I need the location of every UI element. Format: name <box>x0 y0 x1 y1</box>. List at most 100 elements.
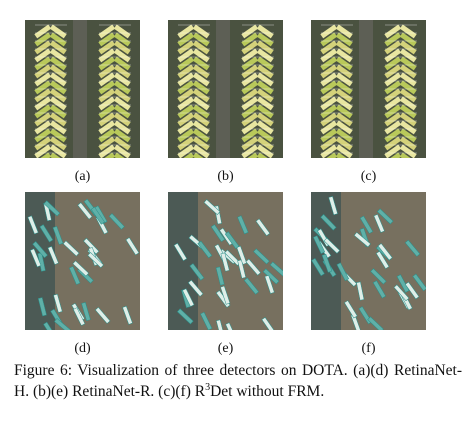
vehicle <box>49 136 67 151</box>
vehicle <box>241 24 259 39</box>
vehicle <box>29 248 42 268</box>
vehicle <box>372 280 387 299</box>
vehicle <box>335 104 353 119</box>
vehicle <box>224 231 240 249</box>
vehicle <box>192 88 210 103</box>
vehicle <box>34 144 52 158</box>
vehicle <box>320 48 338 63</box>
vehicle <box>98 80 116 95</box>
vehicle <box>113 152 131 158</box>
vehicle <box>81 302 91 322</box>
vehicle <box>320 214 337 231</box>
vehicle <box>320 40 338 55</box>
vehicle <box>77 202 93 220</box>
vehicle <box>49 64 67 79</box>
vehicle <box>241 120 259 135</box>
vehicle <box>87 252 104 269</box>
vehicle <box>220 285 231 305</box>
vehicle <box>367 316 384 330</box>
vehicle <box>94 306 111 324</box>
vehicle <box>241 112 259 127</box>
vehicle <box>384 136 402 151</box>
vehicle <box>113 128 131 143</box>
vehicle <box>256 64 274 79</box>
vehicle <box>34 96 52 111</box>
vehicle <box>255 218 271 237</box>
vehicle <box>27 215 39 235</box>
panel-image <box>168 20 283 158</box>
vehicle <box>177 48 195 63</box>
vehicle <box>177 112 195 127</box>
vehicle <box>399 64 417 79</box>
vehicle <box>399 96 417 111</box>
image-lot <box>168 192 198 330</box>
vehicle <box>399 144 417 158</box>
vehicle <box>49 32 67 47</box>
vehicle <box>335 112 353 127</box>
vehicle <box>34 128 52 143</box>
vehicle <box>113 80 131 95</box>
vehicle <box>399 104 417 119</box>
vehicle <box>34 88 52 103</box>
panel-label: (a) <box>75 169 91 184</box>
vehicle <box>376 208 394 225</box>
vehicle <box>373 214 385 233</box>
vehicle <box>98 104 116 119</box>
vehicle <box>384 128 402 143</box>
panel-label: (c) <box>361 169 377 184</box>
vehicle <box>384 64 402 79</box>
vehicle <box>177 96 195 111</box>
vehicle <box>113 88 131 103</box>
vehicle <box>113 72 131 87</box>
vehicle <box>215 319 225 330</box>
panel-label: (b) <box>217 169 234 184</box>
vehicle <box>49 120 67 135</box>
vehicle <box>399 128 417 143</box>
vehicle <box>256 104 274 119</box>
vehicle <box>192 96 210 111</box>
vehicle <box>261 316 276 330</box>
vehicle <box>384 48 402 63</box>
vehicle <box>256 56 274 71</box>
vehicle <box>197 240 213 259</box>
vehicle <box>335 48 353 63</box>
vehicle <box>335 88 353 103</box>
vehicle <box>311 258 325 277</box>
vehicle <box>192 152 210 158</box>
vehicle <box>256 40 274 55</box>
vehicle <box>253 248 270 265</box>
vehicle <box>399 32 417 47</box>
vehicle <box>177 64 195 79</box>
vehicle <box>43 321 57 330</box>
vehicle <box>384 144 402 158</box>
vehicle <box>241 88 259 103</box>
vehicle <box>34 40 52 55</box>
caption-superscript: 3 <box>205 381 211 393</box>
vehicle <box>256 152 274 158</box>
vehicle <box>320 96 338 111</box>
vehicle <box>177 40 195 55</box>
vehicle <box>177 144 195 158</box>
vehicle <box>396 274 410 293</box>
vehicle <box>353 231 371 248</box>
vehicle <box>241 136 259 151</box>
vehicle <box>49 56 67 71</box>
vehicle <box>393 284 410 302</box>
vehicle <box>177 88 195 103</box>
vehicle <box>200 311 213 330</box>
vehicle <box>384 40 402 55</box>
vehicle <box>177 136 195 151</box>
vehicle <box>53 293 63 313</box>
panel-image <box>168 192 283 330</box>
vehicle <box>125 237 140 256</box>
vehicle <box>335 80 353 95</box>
vehicle <box>256 24 274 39</box>
vehicle <box>69 266 81 285</box>
vehicle <box>335 120 353 135</box>
vehicle <box>192 48 210 63</box>
vehicle <box>241 32 259 47</box>
vehicle <box>113 112 131 127</box>
vehicle <box>320 80 338 95</box>
vehicle <box>177 24 195 39</box>
vehicle <box>108 213 125 230</box>
